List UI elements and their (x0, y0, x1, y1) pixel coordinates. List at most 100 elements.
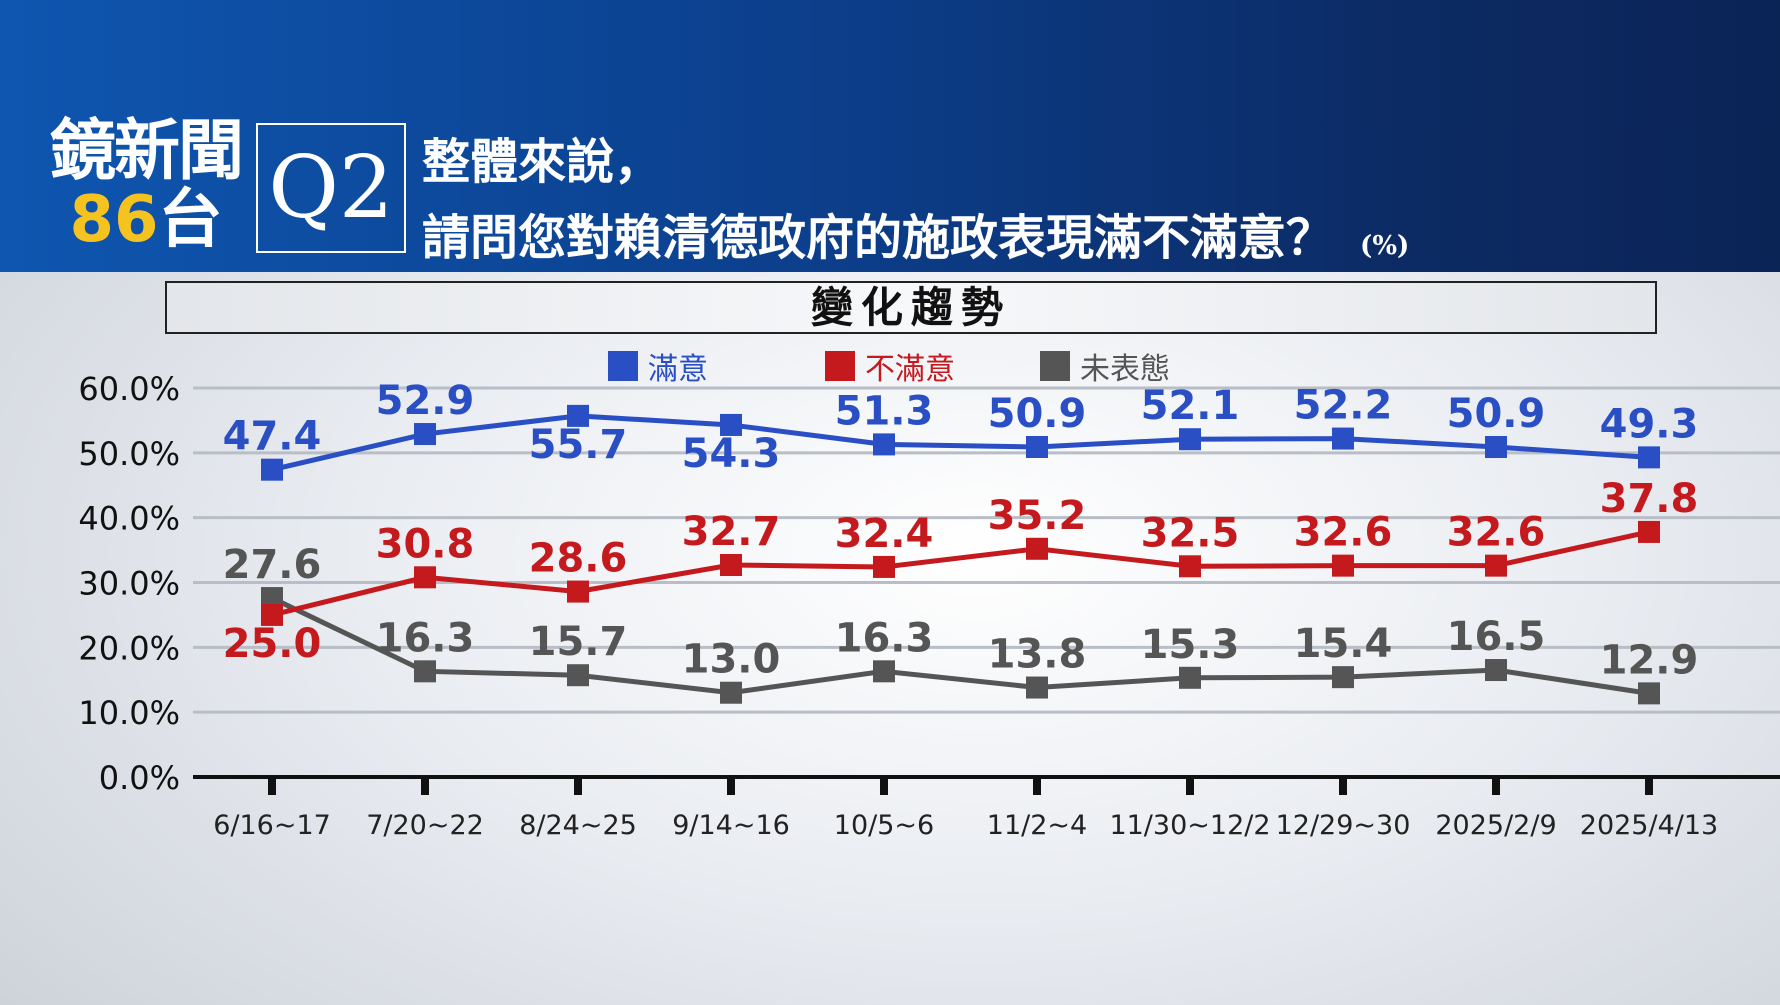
data-label: 47.4 (223, 414, 322, 460)
data-label: 52.9 (376, 378, 475, 424)
data-label: 16.3 (376, 615, 475, 661)
data-label: 15.7 (529, 619, 628, 665)
data-point (720, 681, 742, 704)
data-label: 55.7 (529, 422, 628, 468)
x-tick-mark (1186, 777, 1194, 795)
legend-item-dissatisfied: 不滿意 (825, 348, 955, 387)
x-tick-label: 9/14~16 (672, 810, 790, 841)
data-point (1485, 659, 1507, 682)
brand-name: 鏡新聞 (50, 112, 244, 189)
data-point (873, 555, 895, 578)
x-tick-mark (1492, 777, 1500, 795)
x-tick-mark (727, 777, 735, 795)
x-tick-label: 2025/2/9 (1435, 810, 1556, 841)
y-tick-label: 10.0% (78, 694, 180, 732)
data-label: 52.1 (1141, 383, 1240, 429)
data-label: 16.3 (835, 615, 934, 661)
channel-number: 86 (69, 183, 159, 257)
data-point (1026, 676, 1048, 699)
data-label: 12.9 (1600, 637, 1699, 683)
header-banner (0, 0, 1780, 272)
data-point (567, 664, 589, 687)
question-text: 請問您對賴清德政府的施政表現滿不滿意？ (422, 210, 1335, 266)
data-point (873, 433, 895, 456)
data-point (1179, 666, 1201, 689)
legend-item-satisfied: 滿意 (608, 348, 708, 387)
y-tick-label: 50.0% (78, 435, 180, 473)
section-title: 變化趨勢 (165, 281, 1657, 334)
data-point (1179, 428, 1201, 451)
data-point (414, 566, 436, 589)
legend-item-neutral: 未表態 (1040, 348, 1170, 387)
unit-label: (%) (1360, 231, 1410, 261)
data-label: 52.2 (1294, 383, 1393, 429)
x-tick-mark (1033, 777, 1041, 795)
data-point (261, 458, 283, 481)
data-point (720, 553, 742, 576)
data-label: 32.7 (682, 509, 781, 555)
data-label: 50.9 (1447, 391, 1546, 437)
question-label: Q2 (256, 123, 406, 253)
x-tick-label: 6/16~17 (213, 810, 331, 841)
data-point (1179, 555, 1201, 578)
data-point (1485, 554, 1507, 577)
data-label: 54.3 (682, 431, 781, 477)
data-label: 30.8 (376, 521, 475, 567)
data-point (1485, 435, 1507, 458)
x-tick-mark (1339, 777, 1347, 795)
data-point (414, 423, 436, 446)
y-tick-label: 40.0% (78, 500, 180, 538)
data-point (567, 580, 589, 603)
data-label: 15.3 (1141, 622, 1240, 668)
data-label: 32.6 (1294, 510, 1393, 556)
y-tick-label: 60.0% (78, 370, 180, 408)
data-label: 50.9 (988, 391, 1087, 437)
x-tick-label: 7/20~22 (366, 810, 484, 841)
x-tick-mark (880, 777, 888, 795)
data-label: 13.8 (988, 632, 1087, 678)
data-point (261, 603, 283, 626)
x-tick-mark (268, 777, 276, 795)
channel-suffix: 台 (158, 183, 223, 257)
legend-label-satisfied: 滿意 (648, 352, 708, 387)
legend-swatch-dissatisfied (825, 351, 855, 381)
y-tick-label: 30.0% (78, 565, 180, 603)
data-point (1026, 537, 1048, 560)
x-tick-label: 2025/4/13 (1580, 810, 1718, 841)
question-line-2: 請問您對賴清德政府的施政表現滿不滿意？ (%) (422, 198, 1409, 268)
data-label: 27.6 (223, 542, 322, 588)
data-label: 32.4 (835, 511, 934, 557)
data-label: 35.2 (988, 493, 1087, 539)
x-tick-mark (1645, 777, 1653, 795)
brand-logo: 鏡新聞 86台 (46, 112, 246, 254)
data-label: 16.5 (1447, 614, 1546, 660)
data-point (414, 660, 436, 683)
data-label: 25.0 (223, 621, 322, 667)
data-point (1638, 446, 1660, 469)
data-label: 28.6 (529, 536, 628, 582)
x-tick-label: 10/5~6 (834, 810, 934, 841)
legend-swatch-satisfied (608, 351, 638, 381)
data-point (1638, 520, 1660, 543)
x-tick-label: 8/24~25 (519, 810, 637, 841)
legend-label-dissatisfied: 不滿意 (865, 352, 955, 387)
x-tick-mark (574, 777, 582, 795)
data-label: 13.0 (682, 637, 781, 683)
data-label: 37.8 (1600, 476, 1699, 522)
legend-swatch-neutral (1040, 351, 1070, 381)
data-point (1332, 554, 1354, 577)
brand-channel: 86台 (46, 187, 246, 253)
data-label: 15.4 (1294, 621, 1393, 667)
data-point (261, 587, 283, 610)
data-point (873, 660, 895, 683)
y-tick-label: 0.0% (99, 759, 180, 797)
data-point (1638, 682, 1660, 705)
x-tick-label: 12/29~30 (1276, 810, 1411, 841)
data-point (567, 404, 589, 427)
x-tick-label: 11/30~12/2 (1109, 810, 1270, 841)
data-point (1332, 666, 1354, 689)
x-tick-label: 11/2~4 (987, 810, 1087, 841)
series-line-2 (270, 595, 1650, 696)
y-tick-label: 20.0% (78, 629, 180, 667)
